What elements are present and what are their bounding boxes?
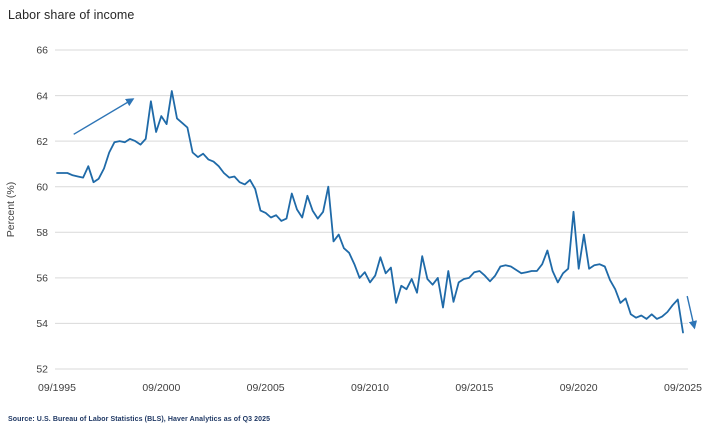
y-tick-label: 58 [36,227,48,239]
source-note: Source: U.S. Bureau of Labor Statistics … [8,416,271,423]
y-axis-title: Percent (%) [5,182,17,237]
y-tick-label: 62 [36,136,48,148]
y-tick-label: 54 [36,318,48,330]
y-tick-label: 66 [36,45,48,57]
chart-title: Labor share of income [8,8,135,22]
gridlines [55,49,688,370]
x-tick-label: 09/2005 [247,382,285,394]
annotations [73,98,698,330]
x-tick-label: 09/2010 [351,382,389,394]
y-tick-label: 52 [36,364,48,376]
trend-arrow-down [686,295,698,330]
y-tick-label: 56 [36,273,48,285]
x-tick-label: 09/2025 [664,382,702,394]
x-tick-label: 09/2020 [560,382,598,394]
y-tick-label: 60 [36,181,48,193]
x-tick-label: 09/2000 [142,382,180,394]
y-tick-labels: 52 54 56 58 60 62 64 66 [36,45,48,376]
labor-share-line [56,90,684,334]
x-tick-labels: 09/1995 09/2000 09/2005 09/2010 09/2015 09/20… [38,382,702,394]
x-tick-label: 09/2015 [455,382,493,394]
y-tick-label: 64 [36,90,48,102]
x-tick-label: 09/1995 [38,382,76,394]
trend-arrow-up-right [73,98,135,135]
